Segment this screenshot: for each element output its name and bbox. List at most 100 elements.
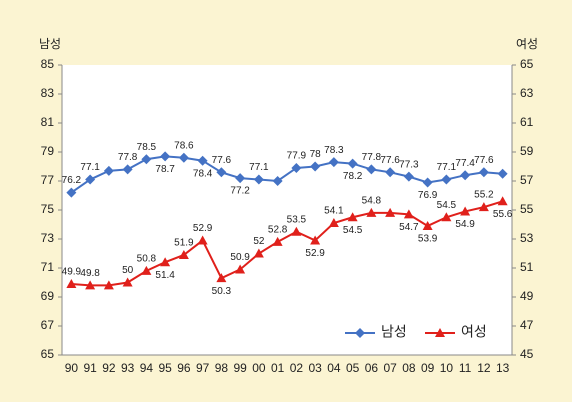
x-tick-label: 13	[496, 361, 510, 375]
value-label: 50	[122, 265, 134, 276]
x-tick-label: 98	[215, 361, 229, 375]
marker	[291, 162, 302, 173]
x-tick-label: 05	[346, 361, 360, 375]
y-tick-label: 67	[41, 318, 55, 332]
marker	[197, 235, 208, 245]
marker	[253, 248, 264, 258]
y-tick-label: 73	[41, 231, 55, 245]
marker	[497, 168, 508, 179]
value-label: 52.9	[305, 248, 325, 259]
value-label: 77.4	[455, 158, 475, 169]
y2-tick-label: 59	[520, 144, 534, 158]
value-label: 54.7	[399, 222, 419, 233]
marker	[197, 155, 208, 166]
y-tick-label: 83	[41, 86, 55, 100]
x-tick-label: 06	[365, 361, 379, 375]
value-label: 49.8	[80, 268, 100, 279]
marker	[235, 264, 246, 274]
x-tick-label: 09	[421, 361, 435, 375]
value-label: 78.4	[193, 168, 213, 179]
x-tick-label: 95	[158, 361, 172, 375]
marker	[441, 212, 452, 222]
marker	[422, 177, 433, 188]
value-label: 77.6	[474, 155, 494, 166]
y2-tick-label: 47	[520, 318, 534, 332]
marker	[403, 171, 414, 182]
value-label: 54.9	[455, 219, 475, 230]
y2-tick-label: 61	[520, 115, 534, 129]
y-tick-label: 69	[41, 289, 55, 303]
marker	[66, 278, 77, 288]
marker	[328, 218, 339, 228]
y2-axis-title: 여성	[516, 37, 538, 51]
y-tick-label: 79	[41, 144, 55, 158]
x-tick-label: 01	[271, 361, 285, 375]
y-tick-label: 77	[41, 173, 55, 187]
legend-label: 여성	[461, 324, 487, 340]
value-label: 77.3	[399, 159, 419, 170]
marker	[272, 176, 283, 186]
x-tick-label: 90	[65, 361, 79, 375]
value-label: 54.1	[324, 206, 344, 217]
marker	[85, 174, 96, 185]
marker	[497, 196, 508, 206]
marker	[160, 257, 171, 267]
marker	[347, 158, 358, 169]
value-label: 52.8	[268, 225, 288, 236]
y2-tick-label: 49	[520, 289, 534, 303]
y2-tick-label: 63	[520, 86, 534, 100]
x-tick-label: 11	[459, 361, 472, 375]
value-label: 50.9	[230, 252, 250, 263]
value-label: 50.8	[137, 254, 157, 265]
x-tick-label: 08	[402, 361, 416, 375]
y-tick-label: 75	[41, 202, 55, 216]
y2-tick-label: 65	[520, 57, 534, 71]
marker	[103, 280, 114, 290]
marker	[216, 273, 227, 283]
x-tick-label: 10	[440, 361, 454, 375]
value-label: 51.4	[155, 270, 175, 281]
marker	[216, 167, 227, 178]
value-label: 77.8	[362, 152, 382, 163]
value-label: 54.5	[343, 225, 363, 236]
x-tick-label: 12	[477, 361, 491, 375]
value-label: 78.5	[137, 142, 157, 153]
value-label: 54.8	[362, 196, 382, 207]
x-tick-label: 02	[290, 361, 304, 375]
value-label: 53.5	[287, 214, 307, 225]
marker	[178, 249, 189, 259]
value-label: 77.6	[212, 155, 232, 166]
marker	[385, 167, 396, 178]
value-label: 77.1	[437, 162, 457, 173]
x-tick-label: 93	[121, 361, 135, 375]
value-label: 77.2	[230, 186, 250, 197]
marker	[403, 209, 414, 219]
x-tick-label: 03	[308, 361, 322, 375]
y2-tick-label: 45	[520, 347, 534, 361]
marker	[85, 280, 96, 290]
marker	[235, 173, 246, 184]
value-label: 54.5	[437, 200, 457, 211]
y-tick-label: 81	[41, 115, 55, 129]
value-label: 77.6	[380, 155, 400, 166]
marker	[291, 226, 302, 236]
marker	[253, 174, 264, 185]
marker	[478, 202, 489, 212]
y2-tick-label: 51	[520, 260, 534, 274]
marker	[160, 151, 171, 162]
marker	[385, 207, 396, 217]
value-label: 77.9	[287, 151, 307, 162]
marker	[66, 187, 77, 198]
value-label: 78	[310, 149, 322, 160]
marker	[310, 161, 321, 172]
marker	[460, 170, 471, 181]
value-label: 76.9	[418, 190, 438, 201]
marker	[366, 164, 377, 175]
value-label: 77.1	[80, 162, 100, 173]
value-label: 78.6	[174, 140, 194, 151]
y2-tick-label: 55	[520, 202, 534, 216]
x-tick-label: 91	[83, 361, 97, 375]
marker	[366, 207, 377, 217]
